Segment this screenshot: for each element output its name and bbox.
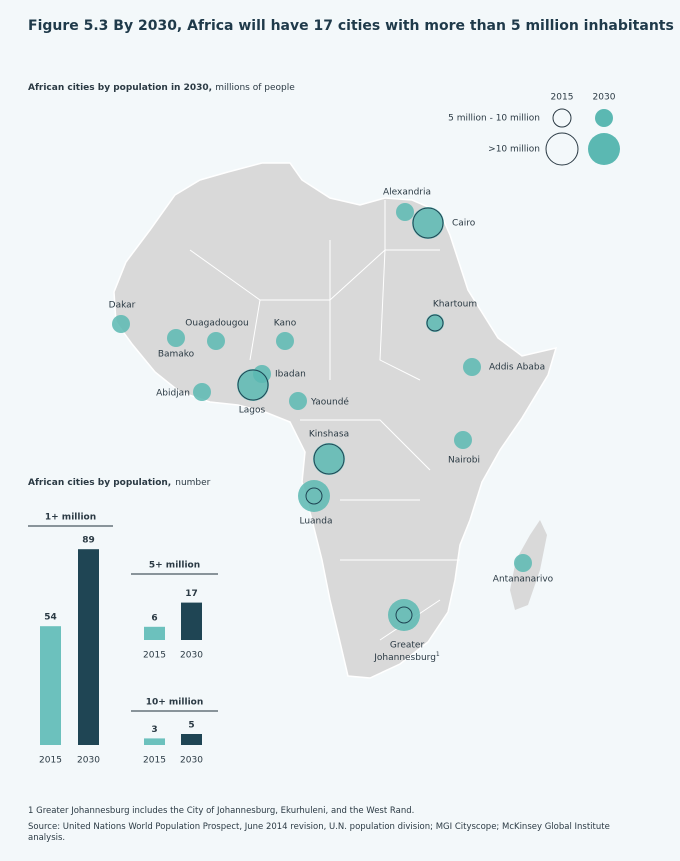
city-2015	[412, 207, 444, 239]
city-label: Kinshasa	[309, 430, 349, 440]
x-tick-label: 2015	[39, 756, 62, 766]
bar-value-label: 17	[185, 589, 198, 599]
map-subtitle-bold: African cities by population in 2030,	[28, 83, 212, 93]
bars-heading-rest: number	[175, 478, 210, 488]
city-2030	[193, 383, 211, 401]
x-tick-label: 2030	[77, 756, 100, 766]
bar-chart-title: 5+ million	[149, 561, 200, 571]
city-label: Lagos	[239, 406, 266, 416]
city-2030	[298, 480, 330, 512]
title: Figure 5.3 By 2030, Africa will have 17 …	[28, 18, 674, 34]
bar	[78, 549, 99, 745]
city-2030	[412, 207, 444, 239]
map-subtitle-rest: millions of people	[215, 83, 295, 93]
legend-tier: 5 million - 10 million	[448, 114, 540, 124]
bar-chart-title: 10+ million	[146, 698, 204, 708]
legend-2015-circle	[545, 132, 579, 166]
city-2015	[426, 314, 444, 332]
x-tick-label: 2030	[180, 651, 203, 661]
bars-heading: African cities by population, number	[28, 478, 211, 488]
city-label: Johannesburg1	[373, 651, 440, 663]
city-2030	[313, 443, 345, 475]
x-tick-label: 2015	[143, 756, 166, 766]
city-2030	[426, 314, 444, 332]
bar-value-label: 89	[82, 536, 95, 546]
city-2030	[237, 369, 269, 401]
borders	[189, 200, 460, 641]
legend-2030-circle	[595, 109, 613, 127]
legend-2015-circle	[552, 108, 572, 128]
city-label-line2: Johannesburg	[373, 653, 436, 663]
bar-value-label: 5	[188, 721, 194, 731]
city-2030	[167, 329, 185, 347]
x-tick-label: 2030	[180, 756, 203, 766]
city-2030	[463, 358, 481, 376]
city-2015	[395, 606, 413, 624]
bar	[181, 734, 202, 745]
bar	[40, 626, 61, 745]
city-label: Luanda	[299, 517, 332, 527]
city-2030	[396, 203, 414, 221]
legend-year: 2015	[551, 93, 574, 103]
footnote: 1 Greater Johannesburg includes the City…	[28, 806, 415, 816]
bars-heading-bold: African cities by population,	[28, 478, 171, 488]
city-label: Alexandria	[383, 188, 431, 198]
x-tick-label: 2015	[143, 651, 166, 661]
city-2015	[305, 487, 323, 505]
city-label: Antananarivo	[493, 575, 554, 585]
city-label: Ibadan	[275, 370, 306, 380]
city-2030	[276, 332, 294, 350]
legend-2030-circle	[588, 133, 620, 165]
bar-value-label: 6	[151, 613, 157, 623]
bar-value-label: 54	[44, 613, 57, 623]
city-label: Khartoum	[433, 300, 477, 310]
city-label: Cairo	[452, 219, 476, 229]
footnote-mark: 1	[436, 651, 440, 658]
city-label: Nairobi	[448, 456, 480, 466]
city-2030	[454, 431, 472, 449]
city-label: Greater	[390, 641, 425, 651]
city-label: Kano	[274, 319, 297, 329]
city-2030	[514, 554, 532, 572]
legend-tier: >10 million	[488, 145, 540, 155]
city-2015	[237, 369, 269, 401]
bar-chart-title: 1+ million	[45, 513, 96, 523]
bar	[181, 602, 202, 640]
city-label: Bamako	[158, 350, 195, 360]
city-2030	[289, 392, 307, 410]
bar	[144, 626, 165, 640]
city-label: Yaoundé	[310, 397, 349, 408]
city-label: Ouagadougou	[185, 319, 248, 329]
city-2030	[112, 315, 130, 333]
bar	[144, 738, 165, 745]
border	[189, 200, 460, 641]
city-2015	[313, 443, 345, 475]
city-label: Addis Ababa	[489, 363, 545, 373]
city-2030	[207, 332, 225, 350]
city-label: Abidjan	[156, 389, 190, 399]
bar-value-label: 3	[151, 725, 157, 735]
city-2030	[388, 599, 420, 631]
map-subtitle: African cities by population in 2030, mi…	[28, 83, 295, 93]
africa-map	[113, 162, 558, 679]
source: Source: United Nations World Population …	[28, 822, 610, 843]
legend-year: 2030	[593, 93, 616, 103]
city-label: Dakar	[109, 301, 136, 311]
